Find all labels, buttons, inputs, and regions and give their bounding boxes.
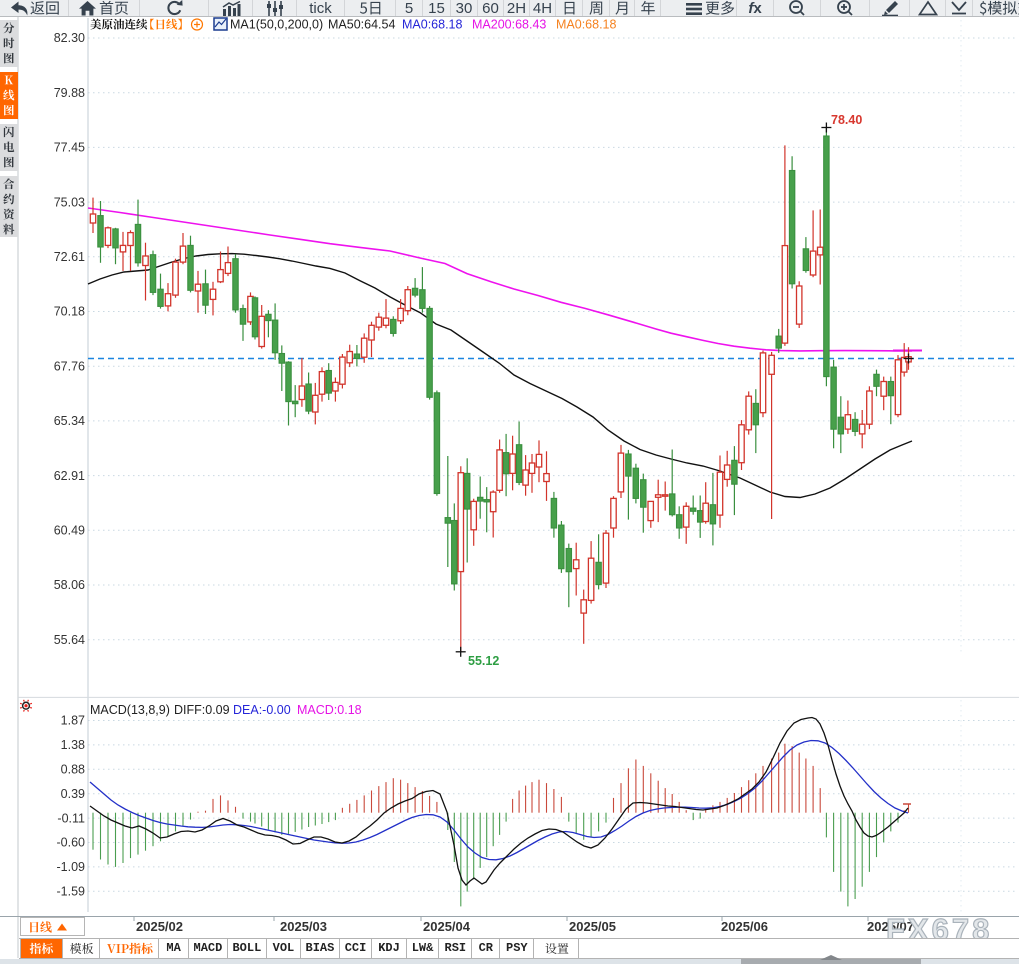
- svg-text:62.91: 62.91: [54, 469, 85, 483]
- svg-text:DEA:-0.00: DEA:-0.00: [233, 703, 291, 717]
- svg-text:-0.60: -0.60: [57, 836, 86, 850]
- svg-text:2025/05: 2025/05: [569, 919, 616, 934]
- svg-text:72.61: 72.61: [54, 250, 85, 264]
- svg-text:60.49: 60.49: [54, 524, 85, 538]
- svg-text:-0.11: -0.11: [57, 811, 85, 825]
- svg-text:2025/06: 2025/06: [721, 919, 768, 934]
- svg-text:75.03: 75.03: [54, 195, 85, 209]
- svg-text:DIFF:0.09: DIFF:0.09: [174, 703, 230, 717]
- svg-text:MACD(13,8,9): MACD(13,8,9): [90, 703, 170, 717]
- svg-text:1.38: 1.38: [61, 738, 85, 752]
- svg-text:-1.09: -1.09: [57, 860, 86, 874]
- svg-text:79.88: 79.88: [54, 86, 85, 100]
- svg-text:65.34: 65.34: [54, 414, 85, 428]
- svg-text:-1.59: -1.59: [57, 885, 86, 899]
- svg-text:0.39: 0.39: [61, 787, 85, 801]
- svg-text:2025/07: 2025/07: [867, 919, 914, 934]
- svg-text:82.30: 82.30: [54, 31, 85, 45]
- svg-text:MACD:0.18: MACD:0.18: [297, 703, 362, 717]
- svg-text:1.87: 1.87: [61, 714, 85, 728]
- svg-text:2025/04: 2025/04: [423, 919, 471, 934]
- svg-text:MA1(50,0,200,0): MA1(50,0,200,0): [230, 18, 323, 32]
- svg-text:MA0:68.18: MA0:68.18: [402, 18, 463, 32]
- svg-text:2025/03: 2025/03: [280, 919, 327, 934]
- svg-text:MA200:68.43: MA200:68.43: [472, 18, 546, 32]
- svg-text:58.06: 58.06: [54, 578, 85, 592]
- svg-text:55.64: 55.64: [54, 633, 85, 647]
- svg-text:67.76: 67.76: [54, 359, 85, 373]
- svg-text:77.45: 77.45: [54, 141, 85, 155]
- svg-text:0.88: 0.88: [61, 763, 85, 777]
- svg-text:MA50:64.54: MA50:64.54: [328, 18, 395, 32]
- svg-text:MA0:68.18: MA0:68.18: [556, 18, 617, 32]
- svg-text:70.18: 70.18: [54, 305, 85, 319]
- svg-text:2025/02: 2025/02: [136, 919, 183, 934]
- svg-text:55.12: 55.12: [468, 654, 499, 668]
- svg-text:78.40: 78.40: [831, 113, 862, 127]
